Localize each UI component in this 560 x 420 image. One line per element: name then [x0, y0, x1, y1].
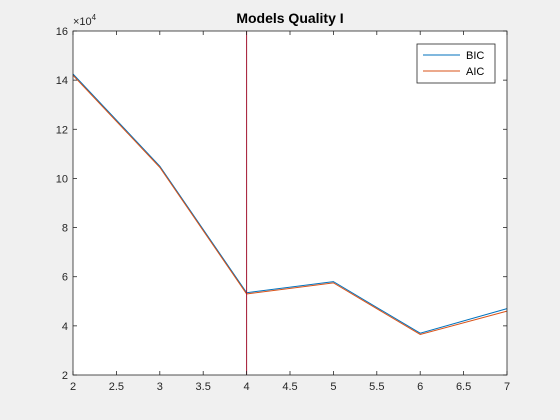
y-exponent-label: ×104: [73, 13, 97, 28]
y-tick-label: 14: [56, 75, 68, 87]
legend[interactable]: BIC AIC: [416, 43, 496, 84]
x-axis: 2 2.5 3 3.5 4 4.5 5 5.5 6 6.5 7: [70, 31, 510, 393]
x-tick-label: 2.5: [109, 381, 124, 393]
x-tick-label: 5: [330, 381, 336, 393]
x-tick-label: 2: [70, 381, 76, 393]
y-tick-label: 16: [56, 26, 68, 38]
chart-title: Models Quality I: [236, 10, 343, 26]
axes-background: [73, 31, 507, 375]
series-line-aic: [72, 74, 508, 335]
y-exponent-power: 4: [92, 13, 97, 22]
legend-box: [416, 43, 496, 84]
y-tick-label: 6: [62, 272, 68, 284]
legend-label-bic: BIC: [466, 50, 484, 62]
y-tick-label: 10: [56, 173, 68, 185]
y-tick-label: 12: [56, 124, 68, 136]
legend-label-aic: AIC: [466, 66, 484, 78]
x-tick-label: 3: [157, 381, 163, 393]
x-tick-label: 7: [504, 381, 510, 393]
x-tick-label: 4: [244, 381, 250, 393]
y-tick-label: 8: [62, 223, 68, 235]
x-tick-label: 6: [417, 381, 423, 393]
plot-lines: [72, 73, 508, 335]
y-tick-label: 4: [62, 321, 68, 333]
x-tick-label: 6.5: [456, 381, 471, 393]
y-tick-label: 2: [62, 370, 68, 382]
x-tick-label: 3.5: [196, 381, 211, 393]
y-axis: 2 4 6 8 10 12 14 16: [56, 26, 507, 382]
series-line-bic: [72, 73, 508, 334]
x-tick-label: 5.5: [369, 381, 384, 393]
x-tick-label: 4.5: [282, 381, 297, 393]
